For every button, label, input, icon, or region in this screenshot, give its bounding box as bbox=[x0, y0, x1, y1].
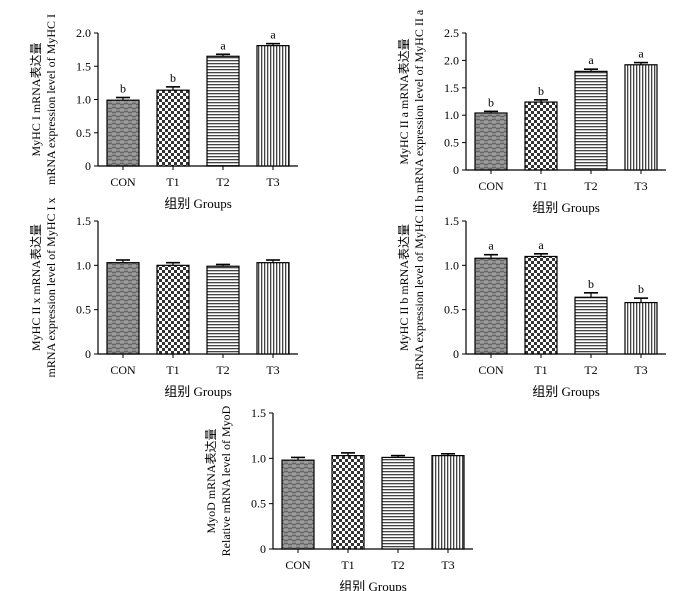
x-tick-label: T1 bbox=[534, 363, 547, 377]
bar-t1 bbox=[156, 89, 190, 167]
bar-t3 bbox=[624, 64, 658, 171]
x-tick-label: T2 bbox=[584, 363, 597, 377]
y-tick-label: 0 bbox=[260, 542, 266, 556]
x-tick-label: T2 bbox=[584, 179, 597, 193]
significance-letter: b bbox=[120, 82, 126, 96]
y-axis-title-line2: mRNA expression level of MyHC II b bbox=[412, 196, 426, 380]
significance-letter: a bbox=[588, 53, 594, 67]
y-tick-label: 0 bbox=[85, 347, 91, 361]
x-tick-label: T1 bbox=[166, 175, 179, 189]
bar-t2 bbox=[574, 296, 608, 355]
y-axis-title-line1: MyHC II b mRNA表达量 bbox=[397, 224, 411, 351]
x-axis-title: 组别 Groups bbox=[164, 196, 232, 211]
y-tick-label: 0 bbox=[85, 159, 91, 173]
x-tick-label: CON bbox=[110, 363, 136, 377]
bar-con bbox=[281, 459, 315, 550]
chart-panel-2: 0 0.5 1.0 1.5 2.0 2.5 b CON b T1 a T2 a T3 组别 Groups My… bbox=[397, 9, 666, 215]
x-tick-label: T1 bbox=[534, 179, 547, 193]
x-tick-label: T3 bbox=[441, 558, 454, 572]
panels-group: 0 0.5 1.0 1.5 2.0 b CON b T1 a T2 a T3 组别 Groups MyHC … bbox=[29, 9, 666, 591]
bar-t2 bbox=[206, 55, 240, 167]
y-axis-title-line1: MyHC II a mRNA表达量 bbox=[397, 38, 411, 164]
bar-t3 bbox=[256, 45, 290, 167]
significance-letter: b bbox=[588, 277, 594, 291]
y-tick-label: 1.5 bbox=[444, 214, 459, 228]
y-tick-label: 1.0 bbox=[76, 258, 91, 272]
y-tick-label: 2.0 bbox=[76, 26, 91, 40]
bar-con bbox=[474, 257, 508, 355]
y-tick-label: 0.5 bbox=[76, 126, 91, 140]
y-tick-label: 1.0 bbox=[76, 93, 91, 107]
y-tick-label: 0 bbox=[453, 163, 459, 177]
y-axis-title-line2: mRNA expression level of MyHC II a bbox=[412, 9, 426, 193]
y-axis-title-line1: MyoD mRNA表达量 bbox=[204, 428, 218, 533]
bar-t1 bbox=[331, 455, 365, 550]
y-tick-label: 0.5 bbox=[251, 497, 266, 511]
bar-t2 bbox=[381, 456, 415, 550]
y-tick-label: 2.0 bbox=[444, 53, 459, 67]
chart-panel-1: 0 0.5 1.0 1.5 2.0 b CON b T1 a T2 a T3 组别 Groups MyHC … bbox=[29, 14, 298, 211]
x-tick-label: T3 bbox=[266, 175, 279, 189]
y-axis-title-line1: MyHC II x mRNA表达量 bbox=[29, 224, 43, 351]
significance-letter: a bbox=[538, 238, 544, 252]
significance-letter: b bbox=[638, 282, 644, 296]
x-tick-label: T2 bbox=[216, 175, 229, 189]
bar-t2 bbox=[574, 70, 608, 171]
significance-letter: b bbox=[538, 84, 544, 98]
bar-t1 bbox=[156, 264, 190, 355]
x-tick-label: T2 bbox=[391, 558, 404, 572]
chart-panel-4: 0 0.5 1.0 1.5 a CON a T1 b T2 b T3 组别 Groups MyHC II … bbox=[397, 196, 666, 399]
x-tick-label: CON bbox=[478, 179, 504, 193]
x-tick-label: CON bbox=[478, 363, 504, 377]
x-tick-label: CON bbox=[110, 175, 136, 189]
y-tick-label: 1.5 bbox=[76, 59, 91, 73]
chart-panel-3: 0 0.5 1.0 1.5 CON T1 T2 T3 组别 Groups MyHC II x mR… bbox=[29, 198, 298, 399]
x-tick-label: T3 bbox=[634, 179, 647, 193]
bar-con bbox=[106, 262, 140, 355]
bar-con bbox=[474, 112, 508, 171]
chart-panel-5: 0 0.5 1.0 1.5 CON T1 T2 T3 组别 Groups MyoD mRNA表达量… bbox=[204, 405, 473, 591]
x-tick-label: T2 bbox=[216, 363, 229, 377]
y-tick-label: 0 bbox=[453, 347, 459, 361]
x-tick-label: T1 bbox=[166, 363, 179, 377]
x-axis-title: 组别 Groups bbox=[532, 384, 600, 399]
x-tick-label: T3 bbox=[266, 363, 279, 377]
y-tick-label: 1.5 bbox=[76, 214, 91, 228]
y-axis-title-line1: MyHC I mRNA表达量 bbox=[29, 42, 43, 156]
x-tick-label: T1 bbox=[341, 558, 354, 572]
significance-letter: a bbox=[220, 38, 226, 52]
x-axis-title: 组别 Groups bbox=[532, 200, 600, 215]
y-axis-title-line2: mRNA expression level of MyHC I x bbox=[44, 198, 58, 378]
bar-t3 bbox=[624, 301, 658, 355]
significance-letter: b bbox=[488, 95, 494, 109]
x-tick-label: CON bbox=[285, 558, 311, 572]
bar-t3 bbox=[431, 455, 465, 550]
bar-t3 bbox=[256, 262, 290, 355]
y-tick-label: 0.5 bbox=[444, 136, 459, 150]
bar-t1 bbox=[524, 101, 558, 171]
bar-t2 bbox=[206, 265, 240, 355]
significance-letter: a bbox=[270, 28, 276, 42]
bar-t1 bbox=[524, 255, 558, 355]
y-tick-label: 1.0 bbox=[444, 258, 459, 272]
bar-con bbox=[106, 99, 140, 167]
significance-letter: a bbox=[638, 47, 644, 61]
significance-letter: a bbox=[488, 239, 494, 253]
x-axis-title: 组别 Groups bbox=[164, 384, 232, 399]
y-axis-title-line2: Relative mRNA level of MyoD bbox=[219, 405, 233, 556]
x-axis-title: 组别 Groups bbox=[339, 579, 407, 591]
y-axis-title-line2: mRNA expression level of MyHC I bbox=[44, 14, 58, 185]
x-tick-label: T3 bbox=[634, 363, 647, 377]
y-tick-label: 1.0 bbox=[444, 108, 459, 122]
y-tick-label: 0.5 bbox=[76, 303, 91, 317]
significance-letter: b bbox=[170, 71, 176, 85]
y-tick-label: 1.5 bbox=[444, 81, 459, 95]
y-tick-label: 2.5 bbox=[444, 26, 459, 40]
y-tick-label: 1.0 bbox=[251, 451, 266, 465]
y-tick-label: 1.5 bbox=[251, 406, 266, 420]
y-tick-label: 0.5 bbox=[444, 303, 459, 317]
